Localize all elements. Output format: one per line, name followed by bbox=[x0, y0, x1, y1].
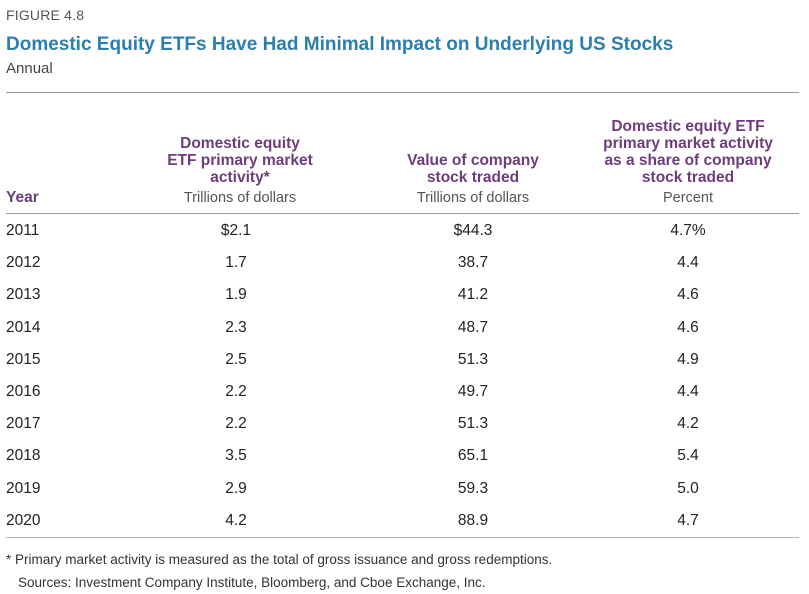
share-cell: 4.4 bbox=[677, 383, 699, 400]
share-unit: Percent bbox=[663, 190, 713, 206]
share-cell: 4.6 bbox=[677, 286, 699, 304]
year-cell: 2017 bbox=[6, 415, 41, 433]
year-cell: 2013 bbox=[6, 286, 41, 304]
share-cell: 4.7% bbox=[670, 222, 706, 239]
table-row: 2017 2.2 51.3 4.2 bbox=[6, 409, 799, 441]
share-cell: 4.7 bbox=[677, 511, 699, 529]
value-traded-cell: 41.2 bbox=[457, 286, 489, 304]
share-cell: 4.9 bbox=[677, 350, 699, 368]
header-line: activity* bbox=[210, 169, 270, 186]
etf-activity-column-header: Domestic equity ETF primary market activ… bbox=[140, 116, 340, 186]
share-cell: 5.0 bbox=[677, 479, 699, 497]
year-cell: 2014 bbox=[6, 318, 41, 336]
year-cell: 2012 bbox=[6, 254, 41, 272]
chart-title: Domestic Equity ETFs Have Had Minimal Im… bbox=[6, 34, 674, 55]
etf-activity-cell: 2.2 bbox=[225, 415, 247, 433]
value-traded-unit: Trillions of dollars bbox=[416, 190, 530, 206]
header-line: ETF primary market bbox=[167, 152, 313, 169]
header-line: Domestic equity bbox=[180, 135, 300, 152]
value-traded-cell: 51.3 bbox=[457, 415, 489, 433]
table-row: 2020 4.2 88.9 4.7 bbox=[6, 506, 799, 538]
share-cell: 4.4 bbox=[677, 254, 699, 272]
table-row: 2018 3.5 65.1 5.4 bbox=[6, 441, 799, 473]
table-row: 2019 2.9 59.3 5.0 bbox=[6, 474, 799, 506]
figure-label: FIGURE 4.8 bbox=[6, 7, 85, 23]
chart-subtitle: Annual bbox=[6, 60, 53, 77]
etf-activity-cell: 3.5 bbox=[225, 447, 247, 465]
value-traded-cell: 38.7 bbox=[457, 254, 489, 272]
header-line: primary market activity bbox=[603, 135, 773, 152]
header-line: stock traded bbox=[641, 169, 735, 186]
etf-activity-cell: 2.2 bbox=[225, 383, 247, 400]
table-row: 2014 2.3 48.7 4.6 bbox=[6, 313, 799, 345]
etf-activity-cell: 1.9 bbox=[225, 286, 247, 304]
year-cell: 2019 bbox=[6, 479, 41, 497]
footnote: * Primary market activity is measured as… bbox=[6, 552, 553, 567]
header-line: Domestic equity ETF bbox=[611, 118, 765, 135]
etf-activity-unit: Trillions of dollars bbox=[183, 190, 297, 206]
sources-note: Sources: Investment Company Institute, B… bbox=[18, 575, 486, 590]
share-cell: 5.4 bbox=[677, 447, 699, 465]
year-cell: 2016 bbox=[6, 383, 41, 400]
value-traded-cell: 88.9 bbox=[457, 511, 489, 529]
value-traded-cell: 51.3 bbox=[457, 350, 489, 368]
etf-activity-cell: 1.7 bbox=[225, 254, 247, 272]
table-row: 2012 1.7 38.7 4.4 bbox=[6, 248, 799, 280]
year-cell: 2011 bbox=[6, 222, 40, 239]
share-cell: 4.6 bbox=[677, 318, 699, 336]
etf-activity-cell: 4.2 bbox=[225, 511, 247, 529]
year-cell: 2020 bbox=[6, 511, 41, 529]
share-cell: 4.2 bbox=[677, 415, 699, 433]
header-divider bbox=[6, 213, 799, 214]
table-row: 2015 2.5 51.3 4.9 bbox=[6, 345, 799, 377]
year-cell: 2015 bbox=[6, 350, 41, 368]
header-line: stock traded bbox=[426, 169, 520, 186]
value-traded-cell: 65.1 bbox=[457, 447, 489, 465]
value-traded-column-header: Value of company stock traded bbox=[373, 116, 573, 186]
year-cell: 2018 bbox=[6, 447, 41, 465]
header-line: Value of company bbox=[407, 152, 539, 169]
share-column-header: Domestic equity ETF primary market activ… bbox=[578, 114, 798, 186]
bottom-divider bbox=[6, 537, 799, 538]
header-line: as a share of company bbox=[604, 152, 772, 169]
value-traded-cell: 48.7 bbox=[457, 318, 489, 336]
table-row: 2011 $2.1 $44.3 4.7% bbox=[6, 216, 799, 248]
value-traded-cell: 49.7 bbox=[457, 383, 489, 400]
year-column-header: Year bbox=[6, 189, 39, 206]
top-divider bbox=[6, 92, 799, 93]
value-traded-cell: $44.3 bbox=[453, 222, 493, 239]
table-row: 2016 2.2 49.7 4.4 bbox=[6, 377, 799, 409]
etf-activity-cell: $2.1 bbox=[220, 222, 252, 239]
etf-activity-cell: 2.3 bbox=[225, 318, 247, 336]
value-traded-cell: 59.3 bbox=[457, 479, 489, 497]
etf-activity-cell: 2.9 bbox=[225, 479, 247, 497]
table-row: 2013 1.9 41.2 4.6 bbox=[6, 280, 799, 312]
etf-activity-cell: 2.5 bbox=[225, 350, 247, 368]
